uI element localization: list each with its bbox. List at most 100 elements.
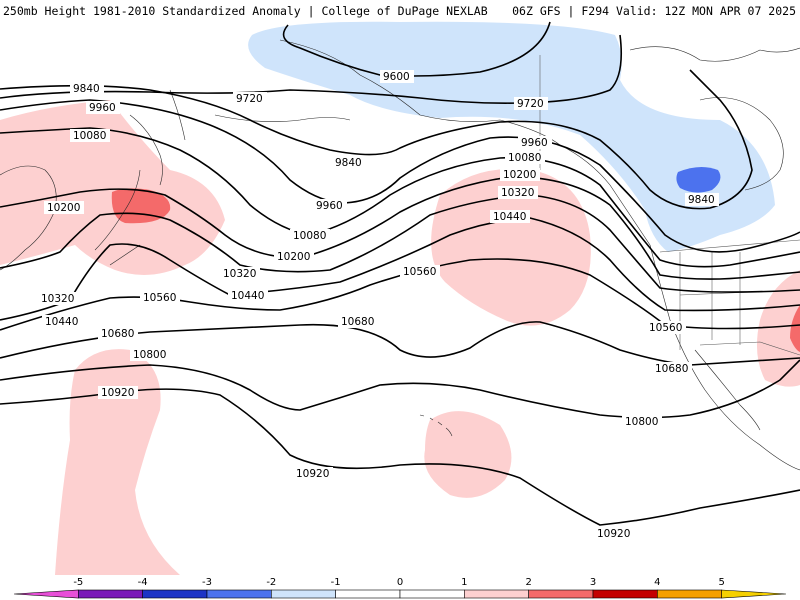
contour-label: 10560 (140, 291, 180, 304)
contour-10440 (0, 217, 800, 321)
contour-label: 9720 (514, 97, 548, 110)
model-run-info: 06Z GFS | F294 Valid: 12Z MON APR 07 202… (512, 4, 796, 18)
anomaly-map: 9600 9720 9720 9840 9840 9840 9960 9960 … (0, 21, 800, 575)
legend-tick-labels: -5 -4 -3 -2 -1 0 1 2 3 4 5 (73, 577, 725, 588)
legend-color-swatch (721, 589, 787, 599)
legend-tick-label: 0 (397, 577, 403, 588)
map-title: 250mb Height 1981-2010 Standardized Anom… (3, 4, 488, 18)
legend-tick-label: -5 (73, 577, 83, 588)
contour-label: 10920 (594, 527, 634, 540)
coastline-japan (94, 169, 141, 266)
contour-label: 9840 (70, 82, 104, 95)
legend-tick-label: -4 (138, 577, 148, 588)
legend-color-swatch (206, 589, 272, 599)
legend-tick-label: 5 (718, 577, 724, 588)
svg-text:10560: 10560 (143, 292, 176, 304)
legend-color-bar (13, 589, 787, 599)
positive-anomaly-west-pacific (0, 100, 225, 275)
contour-9960 (0, 99, 800, 253)
svg-text:10080: 10080 (508, 152, 541, 164)
svg-text:10200: 10200 (277, 251, 310, 263)
contour-label: 10200 (274, 250, 314, 263)
contour-label: 10080 (290, 229, 330, 242)
contour-label: 10680 (652, 362, 692, 375)
svg-text:10320: 10320 (41, 293, 74, 305)
contour-label: 9960 (313, 199, 347, 212)
legend-color-swatch (592, 589, 658, 599)
svg-text:9960: 9960 (89, 102, 116, 114)
svg-text:9720: 9720 (236, 93, 263, 105)
contour-10320 (0, 194, 800, 293)
contour-label: 10680 (98, 327, 138, 340)
svg-text:10920: 10920 (101, 387, 134, 399)
contour-label: 10920 (98, 386, 138, 399)
legend-tick-label: 1 (461, 577, 467, 588)
border-us-mexico (699, 341, 800, 356)
contour-label: 9960 (86, 101, 120, 114)
border-us-canada (659, 239, 800, 253)
coastline-canada-arctic (629, 46, 800, 62)
legend-tick-label: -1 (331, 577, 341, 588)
svg-text:10680: 10680 (101, 328, 134, 340)
contour-10800 (0, 359, 800, 419)
contour-10080 (0, 127, 800, 268)
positive-anomaly-subtropics-west (55, 349, 180, 575)
contour-label: 9840 (332, 156, 366, 169)
svg-text:10560: 10560 (403, 266, 436, 278)
contour-label: 10080 (505, 151, 545, 164)
svg-text:10320: 10320 (501, 187, 534, 199)
anomaly-shading (0, 21, 800, 575)
contour-label: 10920 (293, 467, 333, 480)
svg-text:10080: 10080 (293, 230, 326, 242)
contour-9720 (0, 34, 623, 104)
legend-color-swatch (464, 589, 529, 599)
contour-label: 10440 (490, 210, 530, 223)
legend-tick-label: 2 (525, 577, 531, 588)
svg-text:10080: 10080 (73, 130, 106, 142)
svg-text:10560: 10560 (649, 322, 682, 334)
contour-label: 10560 (400, 265, 440, 278)
contour-label: 10200 (500, 168, 540, 181)
legend-tick-label: -2 (266, 577, 276, 588)
positive-anomaly-central-pacific (431, 168, 591, 326)
contour-label: 10680 (338, 315, 378, 328)
svg-text:9600: 9600 (383, 71, 410, 83)
svg-text:10800: 10800 (625, 416, 658, 428)
contour-label: 10560 (646, 321, 686, 334)
svg-text:10440: 10440 (231, 290, 264, 302)
svg-text:10800: 10800 (133, 349, 166, 361)
svg-text:10320: 10320 (223, 268, 256, 280)
contour-label: 9840 (685, 193, 719, 206)
positive-anomaly-mexico (756, 270, 800, 387)
negative-anomaly-alaska (248, 21, 776, 252)
legend-color-swatch (335, 589, 401, 599)
legend-tick-label: 4 (654, 577, 660, 588)
positive-anomaly-mexico-core (790, 305, 800, 352)
svg-text:10440: 10440 (45, 316, 78, 328)
legend-color-swatch (13, 589, 79, 599)
legend-color-swatch (78, 589, 143, 599)
coastline-baja (694, 349, 761, 431)
contour-label: 9600 (380, 70, 414, 83)
contour-labels: 9600 9720 9720 9840 9840 9840 9960 9960 … (38, 70, 719, 540)
svg-text:10680: 10680 (655, 363, 688, 375)
contour-10200 (0, 176, 800, 280)
coastline-na-west (649, 244, 800, 471)
contour-label: 10800 (622, 415, 662, 428)
coastline-aleutians (214, 114, 351, 122)
coastline-alaska (279, 39, 651, 246)
legend-color-swatch (399, 589, 465, 599)
legend-color-swatch (142, 589, 208, 599)
positive-anomaly-japan-core (111, 188, 171, 224)
contour-9840 (0, 69, 753, 210)
contour-label: 10440 (228, 289, 268, 302)
legend-color-swatch (271, 589, 336, 599)
contour-10560 (0, 258, 800, 331)
political-borders (539, 55, 800, 356)
svg-text:10200: 10200 (503, 169, 536, 181)
positive-anomaly-hawaii (424, 411, 512, 498)
svg-text:9840: 9840 (73, 83, 100, 95)
svg-text:10920: 10920 (597, 528, 630, 540)
contour-label: 10320 (220, 267, 260, 280)
legend-tick-label: 3 (590, 577, 596, 588)
